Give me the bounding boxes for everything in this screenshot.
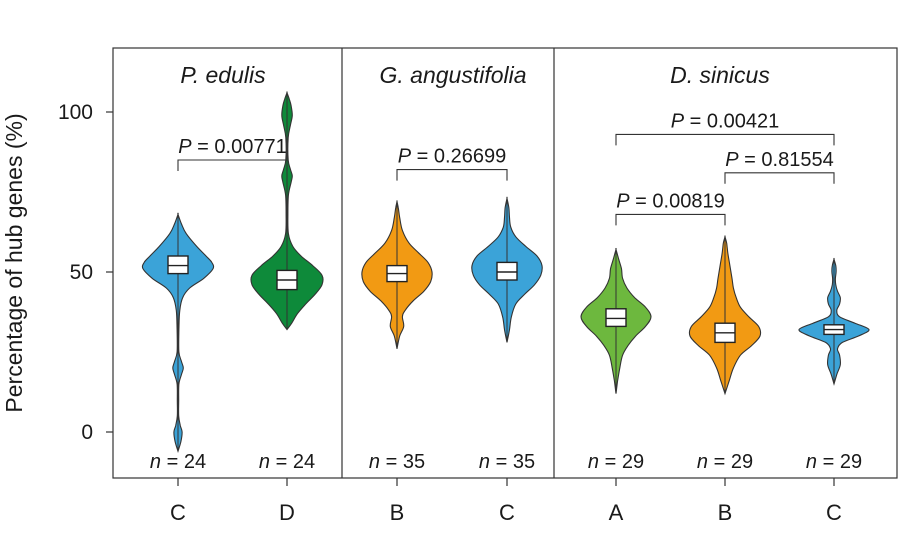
y-tick-label-0: 0: [81, 421, 93, 444]
n-label-g1-D: n = 24: [259, 451, 315, 473]
p-bracket-2: [396, 169, 508, 181]
p-bracket-3: [615, 213, 726, 226]
panel-title-1: P. edulis: [180, 62, 266, 88]
p-value-label-3: P = 0.00819: [616, 190, 724, 212]
p-value-label-2: P = 0.26699: [398, 146, 506, 168]
n-label-g2-B: n = 35: [369, 451, 425, 473]
x-tick-label-g3-B: B: [718, 500, 733, 525]
p-value-label-1: P = 0.00771: [178, 136, 286, 158]
n-label-g3-C: n = 29: [806, 451, 862, 473]
n-label-g2-C: n = 35: [479, 451, 535, 473]
y-tick-label-50: 50: [70, 261, 93, 284]
x-tick-label-g3-A: A: [609, 500, 624, 525]
x-tick-label-g2-C: C: [499, 500, 515, 525]
y-tick-label-100: 100: [58, 101, 93, 124]
y-axis-label: Percentage of hub genes (%): [1, 113, 27, 412]
panel-title-2: G. angustifolia: [379, 62, 526, 88]
x-tick-label-g1-C: C: [170, 500, 186, 525]
box-g3-A: [605, 308, 627, 328]
box-g1-C: [167, 255, 189, 275]
panel-title-3: D. sinicus: [670, 62, 770, 88]
n-label-g3-B: n = 29: [697, 451, 753, 473]
p-bracket-1: [177, 159, 288, 171]
p-value-label-4: P = 0.81554: [725, 149, 833, 171]
box-g2-C: [496, 261, 518, 281]
x-tick-label-g2-B: B: [390, 500, 405, 525]
x-tick-label-g1-D: D: [279, 500, 295, 525]
p-bracket-4: [724, 172, 835, 184]
plot-frame: [112, 47, 898, 479]
x-tick-label-g3-C: C: [826, 500, 842, 525]
n-label-g3-A: n = 29: [588, 451, 644, 473]
p-value-label-5: P = 0.00421: [671, 110, 779, 132]
p-bracket-5: [615, 133, 835, 146]
n-label-g1-C: n = 24: [150, 451, 206, 473]
